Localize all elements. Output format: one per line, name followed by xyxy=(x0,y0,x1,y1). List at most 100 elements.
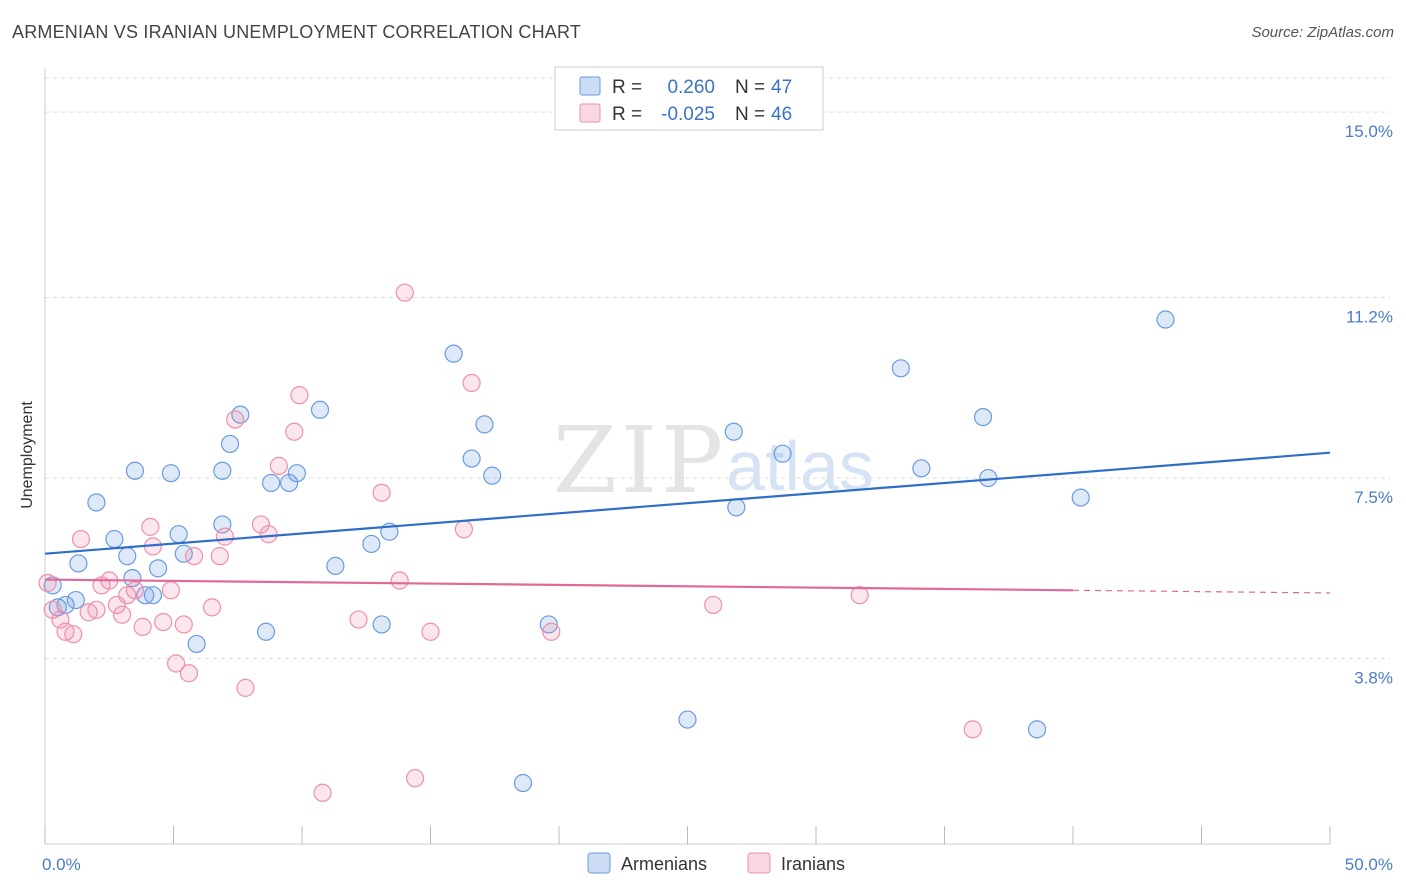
armenian-point xyxy=(362,534,381,554)
iranian-point xyxy=(405,769,425,788)
watermark-zip: ZIP xyxy=(553,407,727,514)
armenian-point xyxy=(169,525,188,544)
armenian-point xyxy=(148,559,168,578)
legend-r-value: 0.260 xyxy=(667,77,715,98)
armenian-point xyxy=(161,464,181,483)
armenian-point xyxy=(483,466,502,485)
chart-title: ARMENIAN VS IRANIAN UNEMPLOYMENT CORRELA… xyxy=(12,22,582,42)
armenian-point xyxy=(1071,488,1090,507)
armenian-trend-line xyxy=(44,451,1331,555)
iranian-point xyxy=(285,422,304,441)
iranian-point xyxy=(349,610,368,629)
armenian-point xyxy=(891,359,910,378)
iranian-point xyxy=(179,664,199,683)
iranian-trend-extension xyxy=(1072,589,1331,594)
armenian-point xyxy=(727,498,746,517)
iranian-point xyxy=(454,520,474,539)
armenian-point xyxy=(69,554,88,573)
iranian-point xyxy=(462,373,481,393)
iranian-point xyxy=(372,483,391,502)
legend-n-value: 47 xyxy=(771,77,792,98)
iranian-point xyxy=(202,598,222,617)
iranian-point xyxy=(421,622,440,641)
armenian-point xyxy=(256,622,276,641)
iranian-point xyxy=(125,581,145,600)
iranian-point xyxy=(133,617,152,636)
armenian-point xyxy=(539,615,558,634)
armenian-point xyxy=(973,407,993,427)
bottom-legend-label-armenians: Armenians xyxy=(621,854,707,874)
armenian-point xyxy=(1156,310,1175,329)
iranian-point xyxy=(236,678,255,697)
iranian-point xyxy=(166,654,186,673)
legend-r-label: R = xyxy=(612,104,642,125)
y-tick-label: 3.8% xyxy=(1354,669,1393,688)
armenian-point xyxy=(326,556,345,575)
armenian-point xyxy=(118,547,137,566)
iranian-point xyxy=(259,525,278,544)
armenian-point xyxy=(513,773,533,793)
armenian-point xyxy=(220,434,240,454)
iranian-point xyxy=(38,573,57,593)
y-tick-label: 15.0% xyxy=(1345,122,1393,141)
iranian-point xyxy=(269,456,288,475)
iranian-point xyxy=(395,283,414,302)
bottom-legend-swatch-iranians xyxy=(747,852,771,874)
y-tick-label: 7.5% xyxy=(1354,488,1393,507)
y-tick-label: 11.2% xyxy=(1346,308,1393,327)
iranian-point xyxy=(64,625,83,644)
armenian-point xyxy=(136,586,155,605)
legend-n-label: N = xyxy=(735,104,765,125)
armenian-point xyxy=(372,615,391,634)
legend-n-label: N = xyxy=(735,77,765,98)
armenian-point xyxy=(125,461,145,480)
iranian-point xyxy=(704,595,723,615)
armenian-point xyxy=(262,473,281,493)
armenian-point xyxy=(462,449,481,468)
iranian-point xyxy=(542,622,561,641)
iranian-point xyxy=(154,612,173,632)
armenian-point xyxy=(912,459,931,478)
legend-r-label: R = xyxy=(612,77,642,98)
armenian-point xyxy=(187,634,206,654)
armenian-point xyxy=(724,422,743,441)
iranian-point xyxy=(290,386,309,405)
armenian-point xyxy=(213,461,232,480)
armenian-point xyxy=(773,444,792,463)
iranian-point xyxy=(71,529,91,549)
armenian-point xyxy=(678,710,697,729)
iranian-point xyxy=(184,547,204,566)
iranian-point xyxy=(43,600,62,619)
iranian-point xyxy=(313,783,332,802)
iranian-trend-line xyxy=(44,578,1074,592)
iranian-point xyxy=(210,547,229,566)
armenian-point xyxy=(105,529,124,549)
iranian-point xyxy=(141,517,160,536)
iranian-point xyxy=(161,581,181,600)
armenian-point xyxy=(1027,720,1047,739)
iranian-point xyxy=(226,410,245,429)
legend-r-value: -0.025 xyxy=(661,104,715,125)
iranian-point xyxy=(174,615,193,634)
armenian-point xyxy=(280,473,299,493)
armenian-point xyxy=(287,464,306,483)
armenian-point xyxy=(87,493,106,512)
iranian-point xyxy=(963,720,982,739)
iranian-point xyxy=(850,586,869,605)
watermark-atlas: atlas xyxy=(726,427,874,505)
armenian-point xyxy=(475,415,494,434)
iranian-point xyxy=(215,527,234,546)
legend-swatch-iranians xyxy=(579,103,601,123)
iranian-point xyxy=(112,605,132,624)
iranian-point xyxy=(390,571,409,590)
armenian-point xyxy=(143,586,163,605)
iranian-point xyxy=(87,600,106,619)
bottom-legend-label-iranians: Iranians xyxy=(781,854,845,874)
armenian-point xyxy=(310,400,330,419)
x-tick-label: 0.0% xyxy=(42,855,81,874)
iranian-point xyxy=(251,515,270,534)
x-tick-label: 50.0% xyxy=(1345,855,1393,874)
armenian-point xyxy=(444,344,463,363)
armenian-point xyxy=(66,590,85,610)
